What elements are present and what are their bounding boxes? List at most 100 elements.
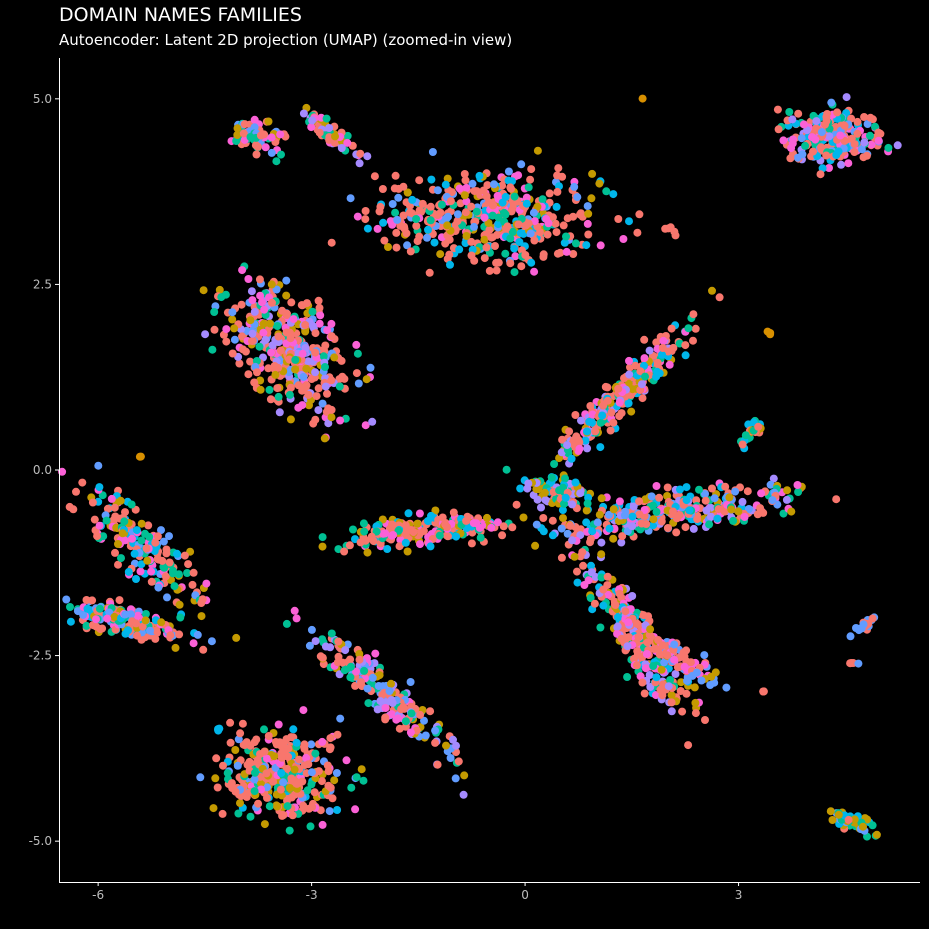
data-point (415, 509, 424, 518)
data-point (493, 518, 502, 527)
data-point (270, 752, 279, 761)
data-point (157, 526, 165, 535)
data-point (132, 575, 140, 583)
data-point (633, 228, 642, 237)
data-point (568, 500, 577, 509)
data-point (83, 604, 92, 613)
data-point (311, 348, 320, 357)
data-point (393, 215, 402, 224)
data-point (442, 741, 450, 750)
data-point (360, 666, 369, 675)
data-point (307, 768, 316, 777)
data-point (611, 601, 620, 609)
data-point (323, 326, 332, 335)
data-point (424, 225, 432, 234)
data-point (494, 220, 503, 229)
data-point (234, 809, 243, 818)
data-point (379, 218, 388, 227)
data-point (596, 623, 605, 632)
data-point (565, 427, 574, 436)
data-point (646, 683, 655, 691)
data-point (256, 131, 265, 140)
data-point (242, 738, 251, 747)
data-point (431, 726, 440, 735)
data-point (707, 672, 716, 681)
data-point (293, 779, 301, 788)
data-point (303, 786, 312, 795)
data-point (307, 625, 316, 634)
data-point (685, 506, 694, 515)
data-point (176, 613, 185, 622)
data-point (289, 315, 298, 324)
data-point (701, 716, 709, 724)
data-point (511, 252, 520, 261)
data-point (383, 545, 392, 553)
data-point (618, 532, 627, 541)
data-point (304, 357, 313, 366)
data-point (443, 221, 452, 230)
data-point (253, 368, 261, 377)
data-point (827, 98, 836, 107)
data-point (682, 496, 691, 505)
data-point (455, 184, 464, 193)
data-point (438, 513, 447, 522)
data-point (95, 604, 104, 613)
data-point (504, 176, 513, 185)
data-point (207, 637, 216, 646)
data-point (282, 276, 291, 285)
data-point (251, 141, 260, 150)
data-point (517, 262, 526, 271)
data-point (521, 251, 530, 259)
data-point (587, 194, 596, 203)
data-point (653, 358, 662, 367)
data-point (261, 143, 270, 152)
data-point (529, 208, 538, 217)
data-point (95, 521, 104, 530)
data-point (446, 754, 455, 762)
data-point (270, 362, 279, 370)
data-point (636, 367, 645, 376)
data-point (397, 705, 406, 714)
data-point (603, 396, 612, 405)
data-point (645, 671, 654, 679)
data-point (389, 531, 398, 539)
data-point (384, 243, 392, 251)
data-point (334, 637, 343, 646)
data-point (273, 322, 282, 330)
data-point (857, 624, 866, 633)
data-point (315, 319, 324, 328)
data-point (146, 626, 154, 635)
data-point (551, 219, 560, 228)
data-point (239, 129, 248, 138)
data-point (184, 560, 193, 569)
data-point (325, 124, 334, 132)
data-point (588, 527, 597, 536)
data-point (110, 503, 119, 512)
data-point (336, 416, 345, 425)
y-tick-label: 0.0 (33, 463, 52, 477)
data-point (352, 369, 361, 378)
data-point (217, 293, 226, 302)
data-point (263, 783, 272, 792)
data-point (725, 493, 734, 502)
data-point (527, 165, 536, 174)
data-point (514, 171, 523, 180)
data-point (485, 225, 494, 234)
data-point (210, 325, 219, 334)
data-point (539, 514, 548, 522)
data-point (874, 136, 883, 145)
data-point (573, 578, 582, 587)
data-point (285, 390, 294, 399)
data-point (295, 755, 303, 764)
data-point (267, 348, 276, 357)
data-point (573, 193, 582, 202)
data-point (854, 659, 863, 668)
data-point (302, 753, 311, 762)
data-point (196, 773, 205, 782)
x-tick-label: -6 (92, 888, 104, 902)
data-point (638, 94, 647, 103)
data-point (569, 212, 578, 221)
data-point (278, 811, 287, 820)
data-point (114, 560, 122, 569)
data-point (298, 349, 307, 358)
